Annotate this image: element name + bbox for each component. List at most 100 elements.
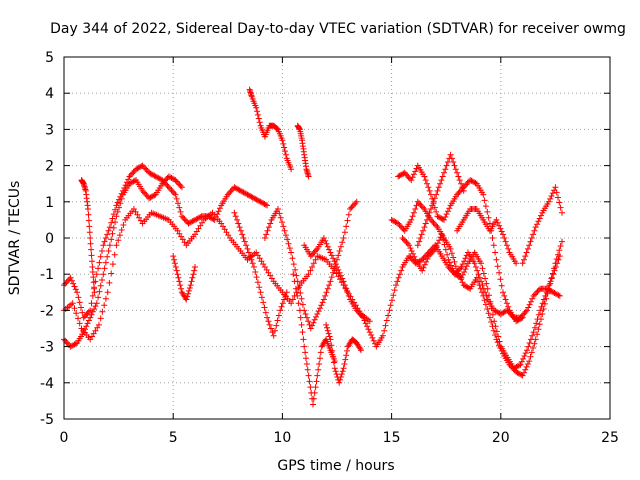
data-point <box>73 310 80 317</box>
data-point <box>291 278 298 285</box>
data-point <box>331 265 338 272</box>
data-point <box>550 289 557 296</box>
data-point <box>533 320 540 327</box>
data-point <box>492 332 499 338</box>
data-point <box>104 231 111 238</box>
data-point <box>410 171 417 178</box>
data-point <box>520 355 527 362</box>
data-point <box>389 297 395 304</box>
data-point <box>523 363 530 370</box>
data-point <box>458 264 465 270</box>
data-point <box>498 228 505 235</box>
data-point <box>278 303 285 310</box>
data-points-layer <box>61 86 565 408</box>
data-point <box>462 282 468 289</box>
series-t9 <box>261 198 360 332</box>
data-point <box>340 365 347 372</box>
data-point <box>446 259 453 266</box>
series-t7 <box>246 86 295 173</box>
data-point <box>437 180 444 187</box>
data-point <box>455 273 462 280</box>
data-point <box>420 204 426 211</box>
data-point <box>126 180 133 187</box>
data-point <box>328 274 335 281</box>
data-point <box>283 289 290 296</box>
data-point <box>310 395 317 402</box>
data-point <box>341 229 348 236</box>
data-point <box>139 162 146 169</box>
data-point <box>522 308 529 315</box>
data-point <box>62 280 69 287</box>
data-point <box>454 169 461 176</box>
data-point <box>116 204 122 211</box>
data-point <box>324 243 331 250</box>
data-point <box>515 316 522 323</box>
data-point <box>237 227 244 234</box>
data-point <box>88 252 95 259</box>
data-point <box>273 322 280 329</box>
data-point <box>292 266 299 273</box>
data-point <box>425 184 432 191</box>
data-point <box>173 267 180 274</box>
data-point <box>452 263 459 270</box>
data-point <box>307 325 314 332</box>
data-point <box>317 355 323 362</box>
data-point <box>556 199 563 206</box>
data-point <box>118 227 125 233</box>
data-point <box>316 361 323 367</box>
data-point <box>277 307 284 314</box>
data-point <box>185 290 192 297</box>
data-point <box>535 218 542 225</box>
data-point <box>455 173 462 180</box>
data-point <box>538 303 545 310</box>
data-point <box>256 284 263 291</box>
data-point <box>196 214 202 221</box>
data-point <box>281 296 288 303</box>
data-point <box>489 311 496 318</box>
data-point <box>306 321 313 328</box>
data-point <box>528 349 535 356</box>
data-point <box>89 292 96 299</box>
data-point <box>533 290 540 296</box>
data-point <box>298 295 305 302</box>
data-point <box>71 305 78 312</box>
data-point <box>486 292 492 299</box>
data-point <box>133 166 140 173</box>
data-point <box>263 231 270 238</box>
data-point <box>178 184 185 191</box>
data-point <box>169 188 176 195</box>
data-point <box>392 219 399 226</box>
series-t16 <box>414 151 467 249</box>
data-point <box>482 301 489 308</box>
data-point <box>95 321 102 328</box>
data-point <box>280 140 287 147</box>
data-point <box>72 286 79 293</box>
data-point <box>83 323 90 330</box>
data-point <box>341 282 348 289</box>
data-point <box>428 250 435 257</box>
x-axis-label: GPS time / hours <box>277 458 394 474</box>
data-point <box>106 279 113 286</box>
data-point <box>323 289 330 296</box>
x-tick-label: 25 <box>601 430 619 446</box>
data-point <box>185 287 192 294</box>
data-point <box>261 304 268 311</box>
data-point <box>532 224 539 231</box>
data-point <box>304 366 311 373</box>
data-point <box>257 289 264 296</box>
data-point <box>524 347 530 354</box>
data-point <box>536 321 543 328</box>
data-point <box>490 242 497 249</box>
data-point <box>548 193 555 199</box>
data-point <box>472 180 479 186</box>
data-point <box>438 215 445 222</box>
data-point <box>312 384 319 391</box>
data-point <box>272 327 278 334</box>
data-point <box>493 216 500 223</box>
data-point <box>89 308 96 315</box>
data-point <box>446 205 453 212</box>
data-point <box>324 285 331 292</box>
data-point <box>330 359 337 366</box>
data-point <box>488 319 495 325</box>
